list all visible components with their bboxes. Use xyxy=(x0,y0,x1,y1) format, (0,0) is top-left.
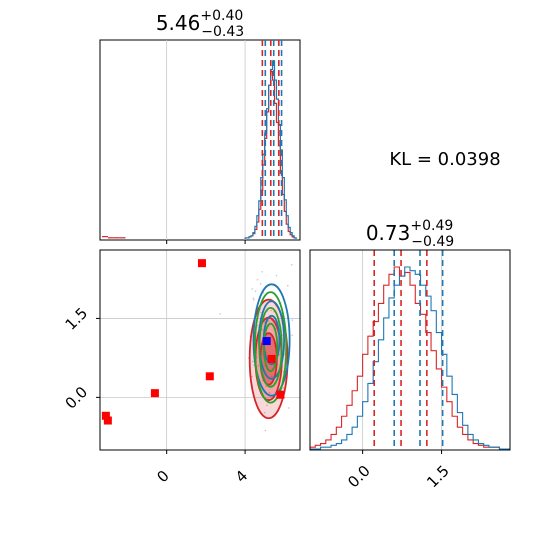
joint-y-tick-label: 1.5 xyxy=(62,304,92,334)
joint-red-marker xyxy=(267,354,276,363)
joint-sample-point xyxy=(251,288,253,290)
joint-sample-point xyxy=(261,270,264,273)
joint-sample-point xyxy=(291,319,294,321)
joint-red-marker xyxy=(276,390,285,399)
joint-red-marker xyxy=(103,416,112,425)
joint-sample-point xyxy=(261,353,264,356)
param1-title: 5.46+0.40 −0.43 xyxy=(156,8,244,40)
joint-sample-point xyxy=(260,311,262,314)
joint-red-marker xyxy=(150,389,159,398)
joint-sample-point xyxy=(254,290,257,292)
joint-sample-point xyxy=(287,407,290,409)
joint-sample-point xyxy=(266,404,268,407)
joint-sample-point xyxy=(252,297,255,300)
joint-panel: 0 4 0.0 1.5 xyxy=(62,249,301,486)
joint-sample-point xyxy=(282,387,285,389)
param1-histogram-panel xyxy=(99,39,301,244)
joint-green-density-contour xyxy=(258,306,283,388)
joint-sample-point xyxy=(251,360,254,363)
kl-divergence-text: KL = 0.0398 xyxy=(389,149,500,170)
param1-title-minus: −0.43 xyxy=(201,24,244,40)
joint-y-tick-label: 0.0 xyxy=(62,383,92,413)
param2-tick-label: 1.5 xyxy=(423,462,453,492)
joint-red-marker xyxy=(101,411,110,420)
param2-title-value: 0.73 xyxy=(366,221,411,245)
joint-green-density-contour xyxy=(262,322,279,372)
joint-blue-density-contour xyxy=(252,283,291,397)
joint-sample-point xyxy=(290,264,293,266)
joint-sample-point xyxy=(270,309,273,312)
joint-sample-point xyxy=(265,385,267,388)
joint-sample-point xyxy=(286,284,289,287)
joint-sample-point xyxy=(257,365,259,367)
joint-sample-point xyxy=(264,429,267,432)
param1-blue-histogram xyxy=(244,60,297,239)
param2-title: 0.73+0.49 −0.49 xyxy=(366,218,454,250)
joint-sample-point xyxy=(268,392,271,394)
joint-frame xyxy=(99,249,301,451)
joint-green-density-contour xyxy=(254,291,288,404)
joint-blue-marker xyxy=(262,337,271,346)
joint-sample-point xyxy=(267,320,270,322)
param1-title-plus: +0.40 xyxy=(200,8,243,24)
joint-x-tick-label: 4 xyxy=(232,467,251,486)
param2-histogram-panel: 0.0 1.5 xyxy=(309,249,511,492)
param2-tick-label: 0.0 xyxy=(344,462,374,492)
joint-x-tick-label: 0 xyxy=(153,467,172,486)
param2-histogram-frame xyxy=(309,249,511,451)
joint-sample-point xyxy=(257,324,259,327)
joint-red-marker xyxy=(197,259,206,268)
param2-blue-histogram xyxy=(310,266,510,450)
param1-histogram-frame xyxy=(99,39,301,241)
joint-sample-point xyxy=(219,313,221,315)
param2-title-plus: +0.49 xyxy=(410,218,453,234)
joint-sample-point xyxy=(264,411,266,414)
joint-red-marker xyxy=(205,372,214,381)
joint-sample-point xyxy=(270,375,273,378)
param2-red-histogram xyxy=(310,266,510,450)
param2-title-minus: −0.49 xyxy=(411,234,454,250)
joint-sample-point xyxy=(256,278,259,281)
joint-sample-point xyxy=(261,328,263,331)
joint-sample-point xyxy=(259,283,262,285)
joint-sample-point xyxy=(261,348,264,350)
joint-sample-point xyxy=(291,334,293,337)
joint-sample-point xyxy=(253,299,255,301)
joint-sample-point xyxy=(251,375,253,378)
joint-sample-point xyxy=(275,274,278,277)
param1-title-value: 5.46 xyxy=(156,11,201,35)
